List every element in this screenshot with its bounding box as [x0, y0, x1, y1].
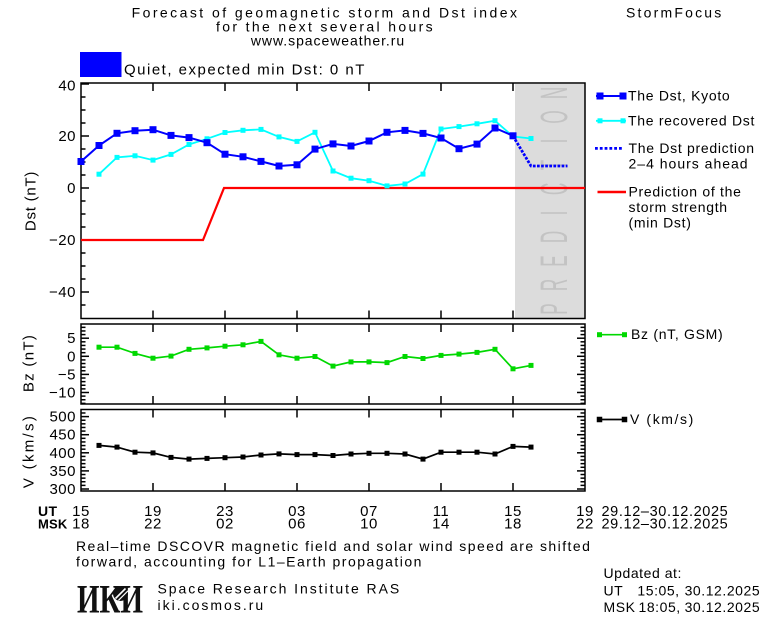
svg-text:22: 22	[144, 516, 162, 533]
svg-text:E: E	[533, 255, 576, 266]
svg-text:07: 07	[360, 503, 378, 520]
svg-text:Real–time DSCOVR magnetic fiel: Real–time DSCOVR magnetic field and sola…	[76, 538, 591, 554]
svg-text:Prediction of the: Prediction of the	[629, 184, 742, 200]
svg-text:18:05,: 18:05,	[639, 599, 681, 615]
svg-text:Dst (nT): Dst (nT)	[23, 171, 40, 231]
svg-text:350: 350	[49, 463, 76, 480]
svg-text:N: N	[533, 87, 576, 99]
svg-text:300: 300	[49, 481, 76, 498]
svg-text:R: R	[533, 279, 576, 291]
svg-text:MSK: MSK	[38, 517, 68, 532]
svg-text:P: P	[533, 303, 576, 314]
svg-text:500: 500	[49, 409, 76, 426]
svg-text:MSK: MSK	[604, 599, 636, 615]
svg-text:11: 11	[433, 503, 450, 520]
svg-text:UT: UT	[38, 503, 58, 519]
svg-text:The Dst prediction: The Dst prediction	[629, 140, 755, 156]
svg-text:−5: −5	[58, 366, 76, 383]
svg-text:29.12–30.12.2025: 29.12–30.12.2025	[602, 504, 729, 520]
svg-text:Bz (nT, GSM): Bz (nT, GSM)	[631, 326, 723, 342]
svg-text:−20: −20	[49, 232, 76, 249]
svg-text:40: 40	[58, 78, 76, 95]
svg-text:I: I	[533, 211, 576, 216]
svg-text:19: 19	[144, 503, 162, 520]
svg-text:Space Research Institute RAS: Space Research Institute RAS	[158, 581, 402, 597]
svg-text:(min Dst): (min Dst)	[629, 215, 692, 231]
svg-text:for the next several hours: for the next several hours	[216, 19, 435, 35]
svg-text:The Dst, Kyoto: The Dst, Kyoto	[628, 88, 730, 104]
svg-text:5: 5	[67, 330, 76, 347]
svg-text:0: 0	[67, 348, 76, 365]
svg-text:2–4 hours ahead: 2–4 hours ahead	[629, 155, 749, 171]
svg-text:18: 18	[504, 516, 522, 533]
svg-text:02: 02	[216, 516, 234, 533]
svg-text:18: 18	[72, 516, 90, 533]
svg-text:23: 23	[216, 503, 234, 520]
svg-text:30.12.2025: 30.12.2025	[685, 583, 760, 599]
svg-text:0: 0	[67, 180, 76, 197]
svg-text:20: 20	[58, 128, 76, 145]
svg-text:29.12–30.12.2025: 29.12–30.12.2025	[602, 517, 729, 533]
svg-text:03: 03	[288, 503, 306, 520]
svg-text:Updated at:: Updated at:	[604, 565, 682, 581]
svg-text:400: 400	[49, 445, 76, 462]
svg-text:15: 15	[504, 503, 522, 520]
svg-text:UT: UT	[604, 583, 624, 599]
svg-text:30.12.2025: 30.12.2025	[685, 599, 760, 615]
svg-text:06: 06	[288, 516, 306, 533]
svg-text:V (km/s): V (km/s)	[21, 414, 38, 488]
svg-text:I: I	[533, 139, 576, 144]
svg-text:storm strength: storm strength	[629, 199, 728, 215]
svg-text:15:05,: 15:05,	[637, 583, 679, 599]
svg-text:iki.cosmos.ru: iki.cosmos.ru	[158, 597, 266, 613]
svg-text:Quiet, expected min Dst: 0 nT: Quiet, expected min Dst: 0 nT	[124, 62, 366, 79]
svg-text:ИКИ: ИКИ	[77, 577, 143, 620]
svg-text:forward, accounting for L1–Ear: forward, accounting for L1–Earth propaga…	[76, 554, 423, 570]
svg-text:450: 450	[49, 427, 76, 444]
svg-text:www.spaceweather.ru: www.spaceweather.ru	[250, 33, 405, 49]
svg-text:22: 22	[576, 516, 594, 533]
svg-text:10: 10	[360, 516, 378, 533]
svg-text:The recovered Dst: The recovered Dst	[628, 112, 755, 128]
svg-text:StormFocus: StormFocus	[626, 5, 723, 21]
svg-text:−40: −40	[49, 284, 76, 301]
svg-text:D: D	[533, 231, 576, 243]
svg-text:−10: −10	[49, 385, 76, 402]
svg-text:19: 19	[576, 503, 594, 520]
svg-text:O: O	[533, 110, 576, 123]
svg-text:V (km/s): V (km/s)	[630, 411, 695, 427]
svg-text:14: 14	[432, 516, 450, 533]
svg-text:Bz (nT): Bz (nT)	[21, 334, 38, 392]
svg-text:15: 15	[72, 503, 90, 520]
svg-text:Forecast of geomagnetic storm: Forecast of geomagnetic storm and Dst in…	[132, 5, 520, 21]
